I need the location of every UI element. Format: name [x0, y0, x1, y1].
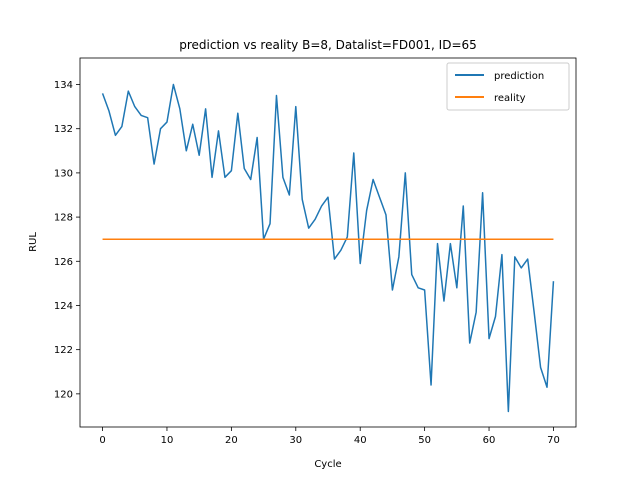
series-lines [101, 83, 555, 413]
x-tick-label: 40 [354, 435, 367, 446]
legend-label-prediction: prediction [494, 71, 544, 82]
x-tick-label: 20 [225, 435, 238, 446]
y-tick-label: 120 [54, 389, 73, 400]
series-line-prediction [101, 83, 555, 413]
y-tick-label: 124 [54, 301, 73, 312]
x-tick-label: 30 [289, 435, 302, 446]
y-tick-label: 134 [54, 80, 73, 91]
y-tick-label: 122 [54, 345, 73, 356]
x-axis: 0 10 20 30 40 50 60 70 [99, 427, 560, 446]
plot-area [79, 57, 577, 428]
y-tick-label: 130 [54, 168, 73, 179]
x-axis-label: Cycle [314, 459, 341, 470]
plot-frame [79, 57, 577, 428]
x-tick-label: 70 [547, 435, 560, 446]
y-axis-label: RUL [28, 232, 39, 252]
y-axis: 120 122 124 126 128 130 132 134 [54, 80, 80, 400]
x-tick-label: 60 [483, 435, 496, 446]
plot-background [80, 58, 576, 427]
y-tick-label: 126 [54, 257, 73, 268]
y-tick-label: 128 [54, 213, 73, 224]
legend-label-reality: reality [494, 93, 526, 104]
x-tick-label: 0 [99, 435, 105, 446]
chart-title: prediction vs reality B=8, Datalist=FD00… [179, 38, 477, 52]
x-tick-label: 50 [418, 435, 431, 446]
x-tick-label: 10 [161, 435, 174, 446]
y-tick-label: 132 [54, 124, 73, 135]
legend: prediction reality [446, 62, 570, 111]
